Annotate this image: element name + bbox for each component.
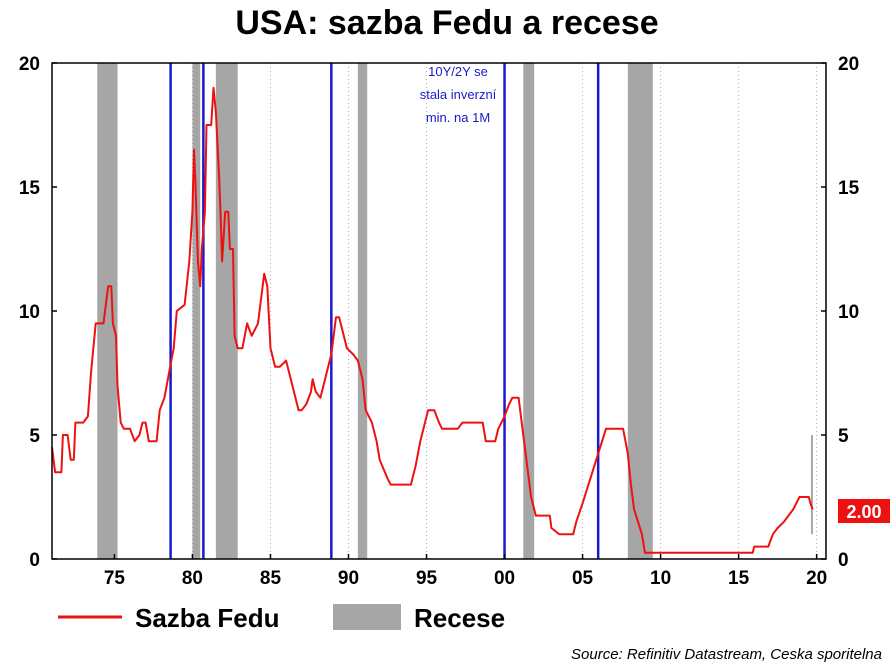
x-tick-label-20: 20	[806, 568, 827, 589]
y-tick-label-right-5: 5	[838, 426, 849, 447]
y-tick-label-right-10: 10	[838, 302, 859, 323]
x-tick-label-15: 15	[728, 568, 750, 589]
y-tick-label-left-10: 10	[19, 302, 40, 323]
x-tick-label-85: 85	[260, 568, 282, 589]
x-tick-label-95: 95	[416, 568, 438, 589]
legend-label-recession: Recese	[414, 603, 505, 633]
inversion-lines	[169, 63, 600, 559]
current-value-badge: 2.00	[838, 499, 890, 523]
annotation-line-3: min. na 1M	[426, 110, 490, 125]
x-tick-label-75: 75	[104, 568, 126, 589]
source-note: Source: Refinitiv Datastream, Ceska spor…	[571, 646, 882, 663]
badge-value: 2.00	[846, 502, 881, 522]
x-tick-label-10: 10	[650, 568, 671, 589]
recession-band-5	[523, 63, 535, 559]
plot-frame	[51, 62, 827, 560]
series-line-fed-rate	[51, 86, 814, 554]
y-tick-label-right-0: 0	[838, 550, 849, 571]
plot-border	[51, 62, 827, 560]
legend-label-rate: Sazba Fedu	[135, 603, 279, 633]
recession-band-6	[627, 63, 653, 559]
chart-title: USA: sazba Fedu a recese	[235, 4, 658, 42]
x-tick-label-05: 05	[572, 568, 594, 589]
y-tick-label-right-15: 15	[838, 178, 860, 199]
y-tick-label-left-5: 5	[29, 426, 40, 447]
badge-background	[838, 499, 890, 523]
series-layer	[51, 86, 814, 554]
x-tick-label-80: 80	[182, 568, 203, 589]
recession-band-4	[357, 63, 368, 559]
y-tick-label-left-20: 20	[19, 54, 40, 75]
x-tick-label-90: 90	[338, 568, 359, 589]
y-tick-label-left-15: 15	[19, 178, 41, 199]
annotation-line-1: 10Y/2Y se	[428, 64, 488, 79]
legend: Sazba Fedu Recese	[58, 603, 505, 633]
x-tick-label-00: 00	[494, 568, 515, 589]
legend-bar-swatch	[333, 604, 401, 630]
recession-band-2	[192, 63, 201, 559]
recession-bands	[97, 63, 653, 559]
recession-band-1	[97, 63, 118, 559]
recession-band-3	[215, 63, 238, 559]
y-tick-label-left-0: 0	[29, 550, 40, 571]
y-tick-label-right-20: 20	[838, 54, 859, 75]
annotation-line-2: stala inverzní	[420, 87, 497, 102]
